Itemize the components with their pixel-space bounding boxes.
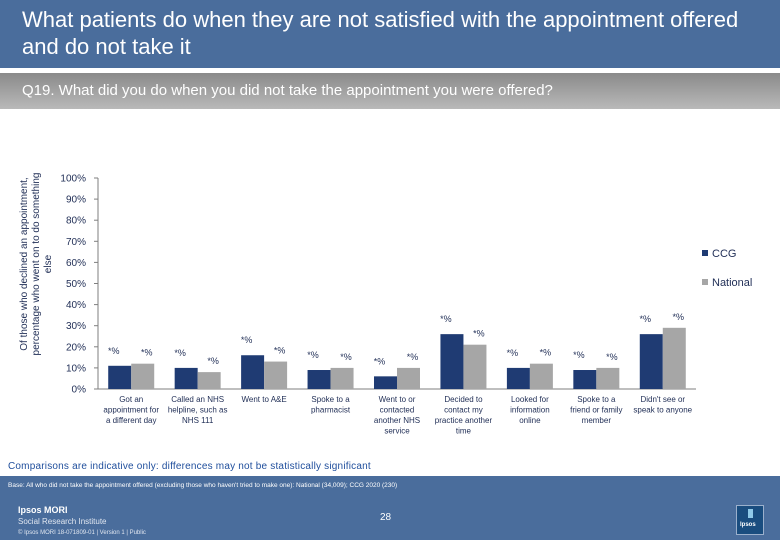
bar-national <box>397 367 420 389</box>
category-label: appointment for <box>103 406 159 415</box>
bar-national <box>264 361 288 389</box>
bar-ccg <box>440 334 464 389</box>
category-label: Didn't see or <box>640 395 685 404</box>
legend-swatch-national <box>702 279 708 285</box>
y-tick-label: 60% <box>66 258 86 269</box>
category-label: another NHS <box>374 416 420 425</box>
data-label: *% <box>540 348 552 358</box>
category-label: contacted <box>380 406 415 415</box>
question-bar: Q19. What did you do when you did not ta… <box>0 73 780 109</box>
data-label: *% <box>440 314 452 324</box>
bar-ccg <box>307 370 331 389</box>
category-label: online <box>519 416 541 425</box>
category-label: Decided to <box>444 395 483 404</box>
bar-national <box>596 367 620 389</box>
page-number: 28 <box>380 512 392 523</box>
bar-ccg <box>374 376 397 389</box>
data-label: *% <box>108 346 120 356</box>
logo-text: Ipsos <box>740 522 756 528</box>
category-label: pharmacist <box>311 406 351 415</box>
data-label: *% <box>274 346 286 356</box>
y-tick-label: 50% <box>66 279 86 290</box>
y-tick-label: 10% <box>66 363 86 374</box>
y-tick-label: 90% <box>66 195 86 206</box>
bar-chart: 0% 10% 20% 30% 40% 50% 60% 70% 80% 90% 100% *% *% Got… <box>60 174 752 436</box>
y-tick-label: 20% <box>66 342 86 353</box>
category-label: Called an NHS <box>171 395 224 404</box>
legend-label: National <box>712 277 752 289</box>
category-label: member <box>582 416 612 425</box>
category-label: Spoke to a <box>311 395 350 404</box>
category-label: speak to anyone <box>633 406 692 415</box>
data-label: *% <box>507 348 519 358</box>
bar-national <box>131 363 155 389</box>
y-tick-label: 0% <box>72 385 87 396</box>
org-name: Ipsos MORI <box>18 505 68 515</box>
data-label: *% <box>307 350 319 360</box>
category-label: NHS 111 <box>182 416 214 425</box>
bar-ccg <box>639 334 663 389</box>
base-note: Base: All who did not take the appointme… <box>8 482 398 489</box>
bar-ccg <box>573 370 597 389</box>
bar-ccg <box>241 355 265 389</box>
category-label: Went to A&E <box>242 395 287 404</box>
legend-swatch-ccg <box>702 250 708 256</box>
bar-national <box>330 367 354 389</box>
footer-bar <box>0 476 780 540</box>
category-label: service <box>384 427 410 436</box>
data-label: *% <box>407 352 419 362</box>
bar-ccg <box>506 367 530 389</box>
category-label: Looked for <box>511 395 549 404</box>
category-label: information <box>510 406 550 415</box>
category-label: a different day <box>106 416 157 425</box>
bar-national <box>197 372 221 389</box>
data-label: *% <box>573 350 585 360</box>
data-label: *% <box>640 314 652 324</box>
bar-national <box>662 327 686 389</box>
data-label: *% <box>606 352 618 362</box>
category-label: Spoke to a <box>577 395 616 404</box>
legend-label: CCG <box>712 248 736 260</box>
org-subtitle: Social Research Institute <box>18 517 107 526</box>
category-label: practice another <box>435 416 493 425</box>
data-label: *% <box>174 348 186 358</box>
y-tick-label: 30% <box>66 321 86 332</box>
category-label: helpline, such as <box>168 406 228 415</box>
category-label: time <box>456 427 472 436</box>
logo-mark-icon <box>748 509 753 518</box>
data-label: *% <box>340 352 352 362</box>
data-label: *% <box>374 356 386 366</box>
ipsos-logo: Ipsos <box>736 505 764 535</box>
question-text: Q19. What did you do when you did not ta… <box>22 82 553 99</box>
y-tick-label: 100% <box>60 174 86 185</box>
bar-ccg <box>174 367 198 389</box>
bar-national <box>463 344 487 389</box>
y-tick-label: 40% <box>66 300 86 311</box>
data-label: *% <box>241 335 253 345</box>
comparison-note: Comparisons are indicative only: differe… <box>8 461 371 472</box>
title-bar: What patients do when they are not satis… <box>0 0 780 68</box>
bar-national <box>529 363 553 389</box>
page-title: What patients do when they are not satis… <box>22 7 739 59</box>
data-label: *% <box>141 348 153 358</box>
data-label: *% <box>207 356 219 366</box>
data-label: *% <box>473 329 485 339</box>
bar-ccg <box>108 365 132 389</box>
y-tick-label: 70% <box>66 237 86 248</box>
category-label: Went to or <box>379 395 416 404</box>
category-label: friend or family <box>570 406 622 415</box>
data-label: *% <box>673 312 685 322</box>
copyright-text: © Ipsos MORI 18-071809-01 | Version 1 | … <box>18 530 146 536</box>
category-label: contact my <box>444 406 483 415</box>
category-label: Got an <box>119 395 143 404</box>
y-tick-label: 80% <box>66 216 86 227</box>
